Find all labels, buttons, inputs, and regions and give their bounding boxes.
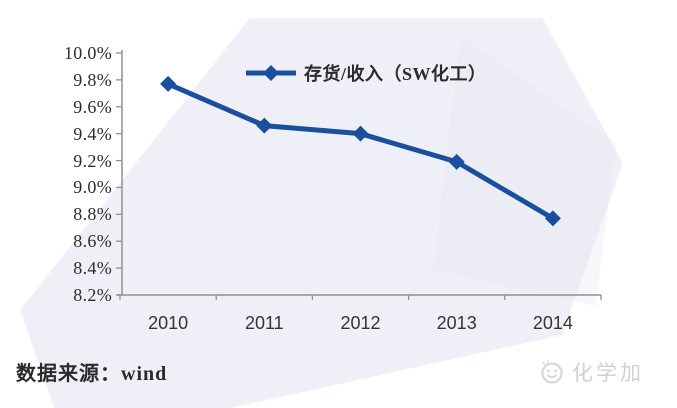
- data-point-marker: [256, 117, 273, 134]
- x-axis-tick-label: 2014: [532, 313, 573, 333]
- y-axis-tick-label: 8.8%: [73, 204, 112, 225]
- legend-line-marker-icon: [246, 65, 296, 81]
- data-point-marker: [352, 125, 369, 142]
- y-axis-tick-label: 9.0%: [73, 177, 112, 198]
- x-axis-tick-label: 2012: [340, 313, 381, 333]
- data-source-label: 数据来源：wind: [16, 363, 168, 385]
- data-point-marker: [544, 210, 561, 227]
- y-axis-tick-label: 8.6%: [73, 231, 112, 252]
- legend-label: 存货/收入（SW化工）: [304, 64, 487, 84]
- x-axis-tick-label: 2010: [148, 313, 189, 333]
- y-axis-tick-label: 8.2%: [73, 285, 112, 305]
- y-axis-tick-label: 9.8%: [73, 69, 112, 90]
- brand-watermark: 化学加: [538, 357, 644, 387]
- y-axis-tick-label: 9.6%: [73, 96, 112, 117]
- legend: 存货/收入（SW化工）: [245, 60, 487, 86]
- x-axis-tick-label: 2013: [436, 313, 477, 333]
- axis-lines: [117, 50, 601, 296]
- x-axis-tick-label: 2011: [244, 313, 284, 333]
- y-axis-tick-label: 9.2%: [73, 150, 112, 171]
- brand-watermark-text: 化学加: [572, 361, 644, 385]
- data-point-marker: [448, 153, 465, 170]
- y-axis-tick-label: 9.4%: [73, 123, 112, 144]
- data-point-marker: [160, 75, 177, 92]
- y-axis-tick-label: 10.0%: [64, 43, 112, 63]
- y-axis-tick-label: 8.4%: [73, 258, 112, 279]
- smiley-circle-icon: [541, 360, 563, 384]
- series-line: [165, 81, 556, 221]
